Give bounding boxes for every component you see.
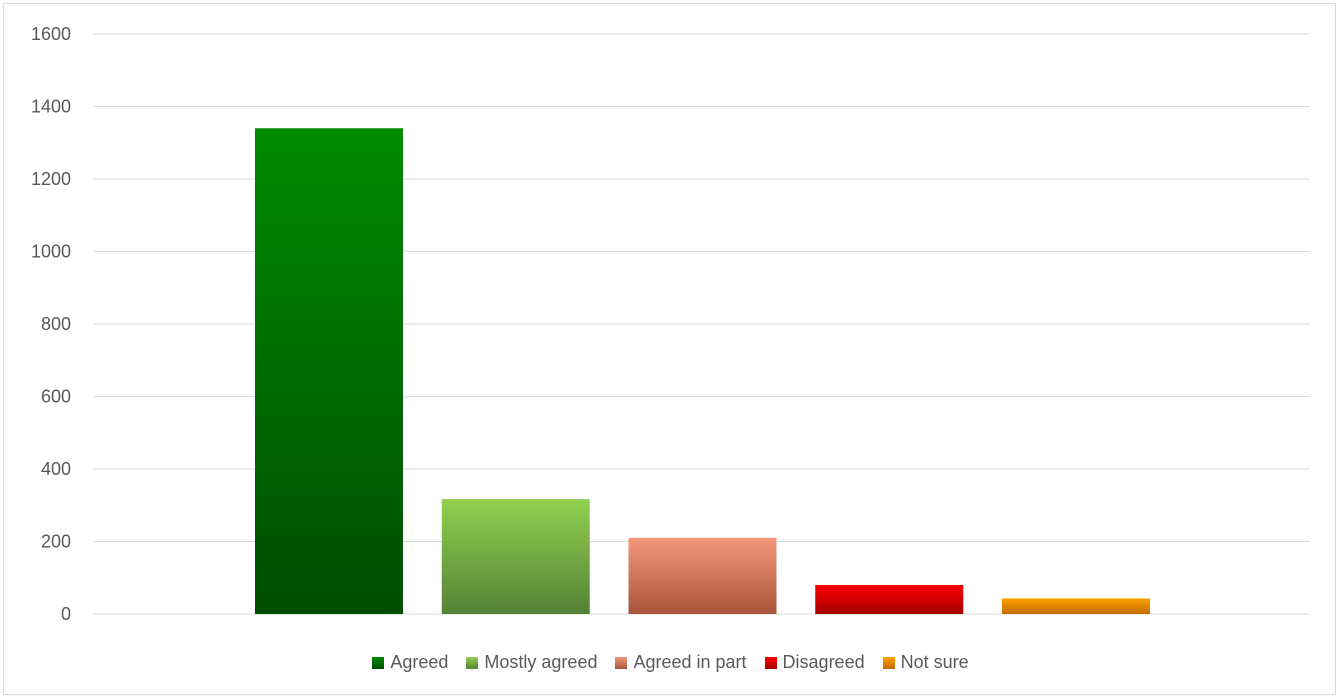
y-tick-label: 200	[41, 532, 71, 552]
y-tick-label: 1000	[31, 242, 71, 262]
bar-mostly-agreed	[441, 499, 590, 614]
legend-item: Agreed in part	[615, 652, 747, 673]
legend-item: Not sure	[882, 652, 969, 673]
y-tick-label: 1400	[31, 97, 71, 117]
legend: Agreed Mostly agreed Agreed in part Disagre…	[0, 652, 1341, 673]
bar-disagreed	[815, 585, 964, 614]
bar-agreed	[255, 128, 403, 614]
legend-item: Disagreed	[764, 652, 865, 673]
legend-label: Agreed in part	[633, 652, 747, 672]
y-tick-label: 1200	[31, 169, 71, 189]
legend-swatch	[764, 656, 777, 669]
legend-swatch	[372, 656, 385, 669]
legend-label: Not sure	[900, 652, 969, 672]
y-tick-label: 1600	[31, 24, 71, 44]
legend-item: Agreed	[372, 652, 448, 673]
legend-label: Disagreed	[782, 652, 865, 672]
y-tick-label: 600	[41, 387, 71, 407]
legend-swatch	[882, 656, 895, 669]
legend-label: Agreed	[390, 652, 449, 672]
legend-label: Mostly agreed	[484, 652, 598, 672]
legend-item: Mostly agreed	[466, 652, 597, 673]
legend-swatch	[615, 656, 628, 669]
bar-not-sure	[1002, 598, 1150, 614]
y-tick-label: 0	[61, 604, 71, 624]
y-tick-label: 800	[41, 314, 71, 334]
bar-agreed-in-part	[628, 537, 777, 614]
y-tick-label: 400	[41, 459, 71, 479]
legend-swatch	[466, 656, 479, 669]
